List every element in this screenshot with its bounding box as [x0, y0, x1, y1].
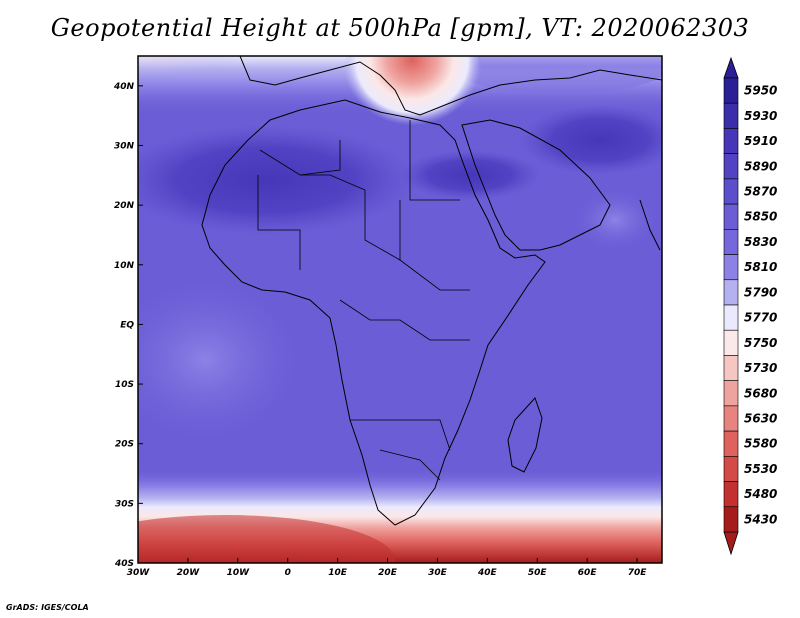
colorbar-label: 5890	[744, 159, 777, 173]
x-tick-label: 60E	[578, 568, 598, 578]
colorbar-label: 5430	[744, 512, 777, 526]
africa-coastline	[201, 99, 546, 526]
field-atlantic-light	[138, 280, 300, 440]
colorbar-label: 5830	[744, 235, 777, 249]
x-axis: 30W 20W 10W 0 10E 20E 30E 40E 50E 60E 70E	[127, 558, 647, 578]
field-mediterranean-trough	[342, 56, 482, 145]
x-tick-label: 0	[285, 568, 291, 578]
colorbar-swatch	[723, 203, 739, 230]
colorbar-swatch	[723, 279, 739, 306]
colorbar-bottom-arrow	[723, 531, 739, 556]
y-tick-label: EQ	[120, 320, 134, 330]
y-tick-label: 40N	[113, 82, 135, 92]
height-field	[138, 56, 662, 563]
colorbar-swatch	[723, 178, 739, 205]
border-sudan	[399, 200, 470, 291]
border-sahel	[300, 174, 401, 261]
field-northwest-low	[138, 56, 300, 100]
colorbar-swatch	[723, 405, 739, 432]
border-central	[339, 299, 470, 341]
colorbar-label: 5950	[744, 84, 777, 98]
colorbar-swatch	[723, 77, 739, 104]
y-tick-label: 30N	[114, 141, 135, 151]
credit-label: GrADS: IGES/COLA	[6, 603, 89, 612]
border-north	[259, 140, 341, 176]
colorbar-label: 5730	[744, 361, 777, 375]
colorbar-top-arrow	[723, 56, 739, 79]
country-borders	[257, 120, 470, 481]
colorbar-label: 5930	[744, 109, 777, 123]
madagascar-coastline	[507, 397, 543, 473]
y-tick-label: 10S	[115, 380, 134, 390]
x-tick-label: 10W	[227, 568, 251, 578]
y-tick-label: 10N	[114, 261, 135, 271]
colorbar-label: 5910	[744, 134, 777, 148]
border-southern	[350, 419, 451, 451]
field-arabian-sea-light	[575, 190, 655, 250]
y-tick-label: 20S	[115, 440, 134, 450]
colorbar-swatch	[723, 430, 739, 457]
colorbar-swatch	[723, 355, 739, 381]
colorbar-swatch	[723, 229, 739, 255]
x-tick-label: 10E	[328, 568, 348, 578]
field-arabia-high	[400, 150, 540, 200]
colorbar-swatch	[723, 254, 739, 281]
colorbar-label: 5790	[744, 285, 777, 299]
arabia-coastline	[461, 119, 611, 251]
colorbar-swatch	[723, 506, 739, 533]
coastlines	[201, 56, 662, 526]
field-southern-low	[138, 515, 395, 563]
border-westafrica	[257, 175, 301, 270]
border-south-africa	[379, 449, 441, 481]
colorbar-swatch	[723, 380, 739, 407]
x-tick-label: 30E	[428, 568, 448, 578]
y-tick-label: 20N	[114, 201, 135, 211]
europe-coastline	[239, 56, 662, 116]
colorbar: 5950 5930 5910 5890 5870 5850 5830 5810 5790 5770…	[723, 56, 777, 556]
x-tick-label: 70E	[628, 568, 648, 578]
border-egypt-sudan	[409, 120, 460, 201]
india-coastline	[639, 199, 661, 251]
y-tick-label: 40S	[114, 559, 134, 569]
colorbar-label: 5810	[744, 260, 777, 274]
map-title: Geopotential Height at 500hPa [gpm], VT:…	[50, 14, 750, 42]
field-northeast-band	[450, 56, 662, 94]
colorbar-swatch	[723, 329, 739, 356]
colorbar-label: 5480	[744, 487, 777, 501]
x-tick-label: 20W	[177, 568, 201, 578]
colorbar-label: 5870	[744, 185, 777, 199]
map-frame	[137, 55, 663, 564]
x-tick-label: 30W	[127, 568, 151, 578]
colorbar-label: 5750	[744, 336, 777, 350]
colorbar-label: 5630	[744, 412, 777, 426]
colorbar-swatch	[723, 304, 739, 331]
x-tick-label: 50E	[528, 568, 548, 578]
x-tick-label: 40E	[477, 568, 498, 578]
colorbar-swatch	[723, 456, 739, 482]
colorbar-swatch	[723, 102, 739, 129]
colorbar-label: 5850	[744, 210, 777, 224]
colorbar-swatch	[723, 481, 739, 508]
x-tick-label: 20E	[378, 568, 398, 578]
y-axis: 40N 30N 20N 10N EQ 10S 20S 30S 40S	[113, 82, 143, 569]
field-sahara-high	[138, 125, 415, 235]
colorbar-label: 5530	[744, 462, 777, 476]
colorbar-swatch	[723, 128, 739, 154]
colorbar-label: 5770	[744, 311, 777, 325]
colorbar-label: 5580	[744, 437, 777, 451]
field-iran-high	[520, 105, 662, 175]
colorbar-label: 5680	[744, 386, 777, 400]
y-tick-label: 30S	[115, 499, 134, 509]
colorbar-swatch	[723, 153, 739, 180]
